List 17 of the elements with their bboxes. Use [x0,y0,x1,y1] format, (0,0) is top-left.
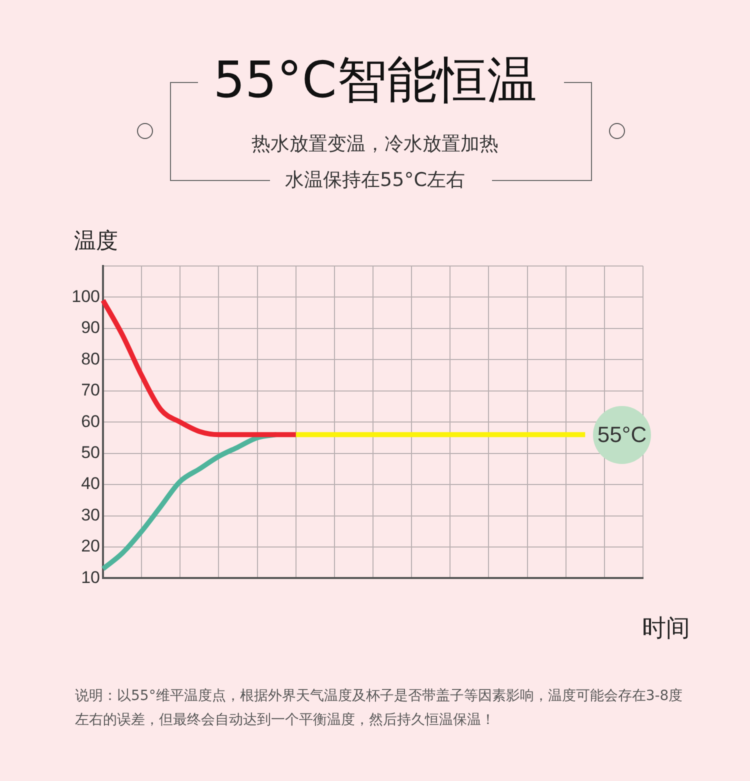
y-tick-label: 50 [81,443,100,462]
y-tick-label: 20 [81,536,100,556]
y-axis-title: 温度 [74,228,118,256]
y-tick-label: 60 [81,412,100,431]
x-axis-title: 时间 [642,613,690,644]
y-tick-label: 80 [81,349,100,368]
y-tick-label: 90 [81,318,100,338]
annotation: 55°C [593,406,651,464]
chart-title: 55°C智能恒温 [212,50,538,110]
y-tick-label: 70 [81,380,100,400]
y-tick-label: 30 [81,505,100,524]
text: 说明：以55°维平温度点，根据外界天气温度及杯子是否带盖子等因素影响，温度可能会存在3-8度左右的误差，但最终会自动达到一个平衡温度，然后持久恒温保温！ [75,687,684,730]
y-tick-label: 40 [81,474,100,494]
chart-subtitle: 热水放置变温，冷水放置加热 [242,133,508,155]
text: 水温保持在55°C左右 [275,169,475,191]
y-tick-label: 10 [81,568,100,587]
y-tick-label: 100 [72,286,100,306]
